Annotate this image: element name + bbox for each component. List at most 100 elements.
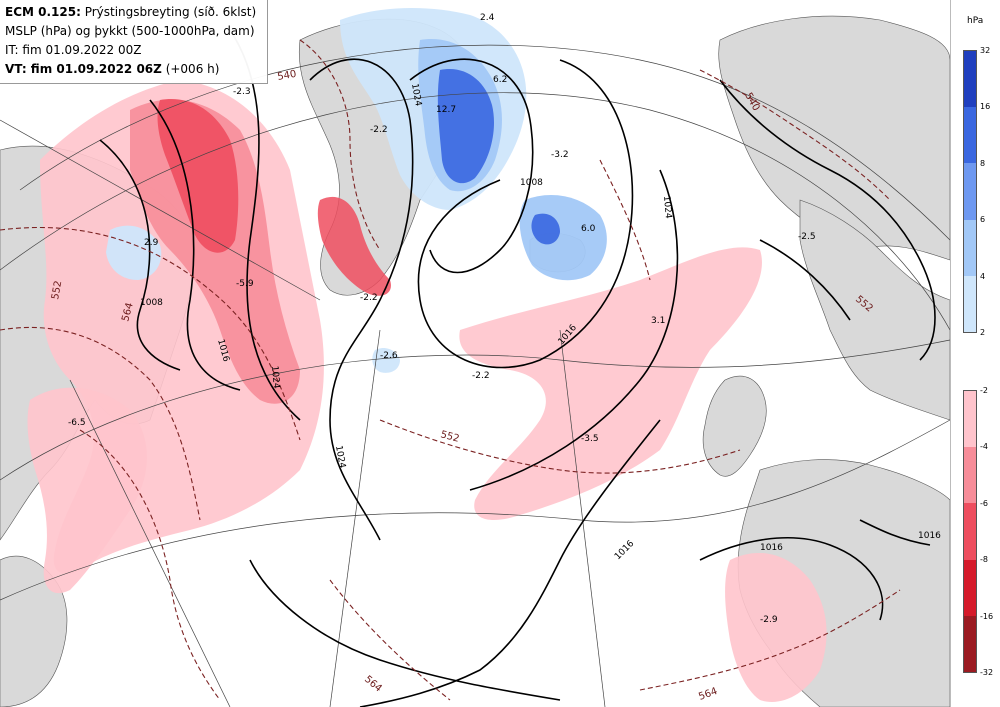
graticule: [0, 44, 951, 707]
title-line-2: MSLP (hPa) og þykkt (500-1000hPa, dam): [5, 24, 255, 38]
value-label: -5.9: [236, 279, 254, 289]
isobar-11: [699, 536, 884, 621]
fall-area-labrador: [27, 387, 147, 594]
value-label: 12.7: [436, 105, 456, 115]
title-line-3: IT: fim 01.09.2022 00Z: [5, 43, 142, 57]
thickness-5: [379, 419, 741, 474]
value-labels: 2.4 -2.3 -2.2 2.9 -5.9 -6.5 12.7 6.2 -3.…: [68, 13, 816, 625]
land-scandinavia: [799, 199, 951, 421]
value-label: -6.5: [68, 418, 86, 428]
fall-swatch: [964, 559, 976, 616]
isobar-8: [359, 419, 661, 707]
thickness-label: 564: [697, 686, 719, 703]
thickness-3: [79, 429, 221, 701]
isobar-label: 1016: [918, 531, 941, 541]
rise-tick: 2: [980, 328, 986, 337]
rise-swatch: [964, 51, 976, 108]
value-label: -2.2: [360, 293, 378, 303]
graticule-parallel-4: [0, 419, 951, 601]
rise-tick: 16: [980, 102, 991, 111]
thickness-label: 564: [120, 301, 136, 322]
isobar-2: [149, 99, 241, 391]
value-label: 6.0: [581, 224, 596, 234]
fall-area-greenland: [317, 196, 391, 296]
fall-swatch: [964, 447, 976, 504]
rise-colorbar: [963, 50, 977, 333]
thickness-label: 552: [439, 429, 460, 445]
isobar-label: 1016: [613, 539, 636, 562]
graticule-meridian-1: [69, 379, 231, 707]
rise-tick: 4: [980, 272, 986, 281]
isobar-label: 1024: [333, 445, 347, 470]
graticule-parallel-3: [0, 339, 951, 481]
rise-area-north-core: [437, 69, 495, 184]
fall-tick: -8: [980, 555, 988, 564]
value-label: -2.2: [370, 125, 388, 135]
thickness-1: [0, 226, 301, 441]
isobar-12: [859, 519, 931, 546]
graticule-parallel-2: [0, 92, 951, 331]
isobar-7: [469, 169, 679, 491]
value-label: 6.2: [493, 75, 507, 85]
isobar-label: 1016: [760, 543, 783, 553]
graticule-meridian-3: [559, 329, 606, 707]
map-title-box: ECM 0.125: Prýstingsbreyting (síð. 6klst…: [0, 0, 268, 84]
value-label: 2.4: [480, 13, 495, 23]
value-label: -3.5: [581, 434, 599, 444]
isobar-3: [99, 139, 181, 371]
isobar-4: [309, 58, 414, 541]
rise-area-iceland-core: [531, 213, 560, 245]
land-uk: [702, 375, 767, 477]
value-label: -2.6: [380, 351, 398, 361]
valid-time: VT: fim 01.09.2022 06Z: [5, 62, 162, 76]
isobar-10: [759, 239, 851, 321]
fall-tick: -16: [980, 612, 994, 621]
field-name: Prýstingsbreyting (síð. 6klst): [80, 5, 257, 19]
thickness-4: [299, 39, 381, 251]
isobar-5: [409, 58, 534, 274]
fall-tick: -2: [980, 386, 988, 395]
value-label: -2.9: [760, 615, 778, 625]
value-label: 3.1: [651, 316, 665, 326]
graticule-parallel-1: [19, 44, 951, 241]
fall-colorbar: [963, 390, 977, 673]
rise-swatch: [964, 107, 976, 164]
value-label: -3.2: [551, 150, 569, 160]
isobars: [99, 29, 936, 707]
land-labrador: [0, 555, 68, 707]
rise-area-small: [372, 348, 400, 373]
lead-time: (+006 h): [161, 62, 220, 76]
graticule-meridian-2: [329, 329, 381, 707]
value-label: -2.2: [472, 371, 490, 381]
fall-tick: -4: [980, 442, 988, 451]
color-legend: hPa 32 16 8 6 4 2 -2 -4 -6 -8 -16 -32: [950, 0, 1000, 707]
value-label: -2.3: [233, 87, 251, 97]
fall-swatch: [964, 615, 976, 672]
isobar-9: [719, 79, 936, 361]
isobar-label: 1024: [661, 195, 673, 219]
thickness-8: [639, 589, 901, 691]
thickness-7: [699, 69, 891, 201]
fall-swatch: [964, 391, 976, 448]
fall-area-europe: [725, 552, 827, 702]
isobar-label: 1024: [409, 83, 423, 108]
model-name: ECM 0.125:: [5, 5, 81, 19]
thickness-label: 540: [277, 69, 298, 83]
fall-swatch: [964, 503, 976, 560]
thickness-2: [0, 326, 201, 521]
isobar-6: [417, 59, 634, 369]
isobar-1: [229, 29, 301, 421]
rise-tick: 6: [980, 215, 986, 224]
rise-tick: 32: [980, 46, 991, 55]
legend-unit: hPa: [967, 16, 984, 26]
thickness-label: 564: [362, 674, 384, 695]
rise-swatch: [964, 275, 976, 332]
thickness-label: 552: [50, 280, 64, 301]
rise-swatch: [964, 163, 976, 220]
title-line-1: ECM 0.125: Prýstingsbreyting (síð. 6klst…: [5, 3, 262, 22]
value-label: 2.9: [144, 238, 159, 248]
rise-swatch: [964, 219, 976, 276]
isobar-label: 1008: [520, 178, 543, 188]
thickness-lines: [0, 39, 901, 701]
